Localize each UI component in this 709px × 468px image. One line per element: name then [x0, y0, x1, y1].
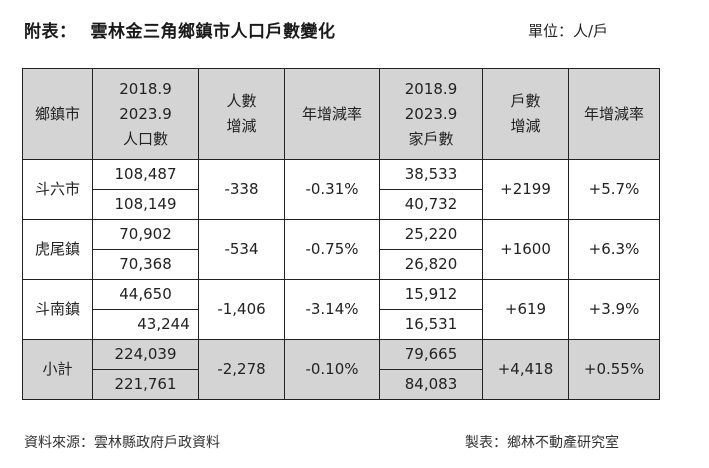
- hh-change: +4,418: [482, 339, 569, 400]
- hh-2018: 15,912: [379, 279, 483, 310]
- table-row: 70,368 26,820: [23, 249, 660, 280]
- row-town: 小計: [22, 339, 93, 400]
- table-row: 虎尾鎮 70,902 -534 -0.75% 25,220 +1600 +6.3…: [22, 219, 660, 280]
- hh-2018: 25,220: [379, 219, 483, 250]
- hh-2023: 26,820: [379, 249, 483, 280]
- table-row: 斗南鎮 44,650 -1,406 -3.14% 15,912 +619 +3.…: [22, 279, 660, 340]
- pop-2023: 43,244: [92, 309, 199, 340]
- header-town: 鄉鎮市: [22, 68, 93, 160]
- hh-2023: 16,531: [379, 309, 483, 340]
- table-row: 43,244 16,531: [23, 309, 660, 340]
- hh-2018: 79,665: [379, 339, 483, 370]
- pop-change: -2,278: [198, 339, 285, 400]
- hh-rate: +5.7%: [568, 159, 660, 220]
- page-title: 附表： 雲林金三角鄉鎮市人口戶數變化: [24, 17, 336, 42]
- table-row: 108,149 40,732: [23, 189, 660, 220]
- header-household-rate: 年增減率: [568, 68, 660, 160]
- pop-change: -338: [198, 159, 285, 220]
- header-population: 2018.9 2023.9 人口數: [92, 68, 199, 160]
- pop-2018: 224,039: [92, 339, 199, 370]
- hh-change: +2199: [482, 159, 569, 220]
- pop-2018: 44,650: [92, 279, 199, 310]
- row-town: 斗南鎮: [22, 279, 93, 340]
- pop-2023: 108,149: [92, 189, 199, 220]
- pop-change: -1,406: [198, 279, 285, 340]
- pop-rate: -3.14%: [284, 279, 380, 340]
- maker-note: 製表：鄉林不動產研究室: [465, 435, 619, 451]
- unit-label: 單位：人/戶: [528, 22, 609, 40]
- pop-2018: 70,902: [92, 219, 199, 250]
- table-row-subtotal: 小計 224,039 -2,278 -0.10% 79,665 +4,418 +…: [22, 339, 660, 400]
- header-households: 2018.9 2023.9 家戶數: [379, 68, 483, 160]
- header-household-change: 戶數 增減: [482, 68, 569, 160]
- pop-rate: -0.10%: [284, 339, 380, 400]
- pop-2023: 70,368: [92, 249, 199, 280]
- title-prefix: 附表：: [24, 22, 77, 42]
- hh-rate: +0.55%: [568, 339, 660, 400]
- pop-rate: -0.31%: [284, 159, 380, 220]
- pop-rate: -0.75%: [284, 219, 380, 280]
- hh-change: +1600: [482, 219, 569, 280]
- table-row-subtotal: 221,761 84,083: [23, 369, 660, 400]
- hh-rate: +6.3%: [568, 219, 660, 280]
- header-population-change: 人數 增減: [198, 68, 285, 160]
- row-town: 斗六市: [22, 159, 93, 220]
- table-header-row: 鄉鎮市 2018.9 2023.9 人口數 人數 增減 年增減率 2018.9 2023…: [22, 68, 660, 160]
- source-note: 資料來源：雲林縣政府戶政資料: [24, 435, 220, 451]
- table-row: 斗六市 108,487 -338 -0.31% 38,533 +2199 +5.…: [22, 159, 660, 220]
- hh-rate: +3.9%: [568, 279, 660, 340]
- hh-change: +619: [482, 279, 569, 340]
- header-population-rate: 年增減率: [284, 68, 380, 160]
- hh-2023: 40,732: [379, 189, 483, 220]
- hh-2018: 38,533: [379, 159, 483, 190]
- pop-change: -534: [198, 219, 285, 280]
- hh-2023: 84,083: [379, 369, 483, 400]
- pop-2018: 108,487: [92, 159, 199, 190]
- title-text: 雲林金三角鄉鎮市人口戶數變化: [90, 22, 336, 42]
- population-household-table: 鄉鎮市 2018.9 2023.9 人口數 人數 增減 年增減率 2018.9 2023…: [22, 68, 660, 400]
- row-town: 虎尾鎮: [22, 219, 93, 280]
- pop-2023: 221,761: [92, 369, 199, 400]
